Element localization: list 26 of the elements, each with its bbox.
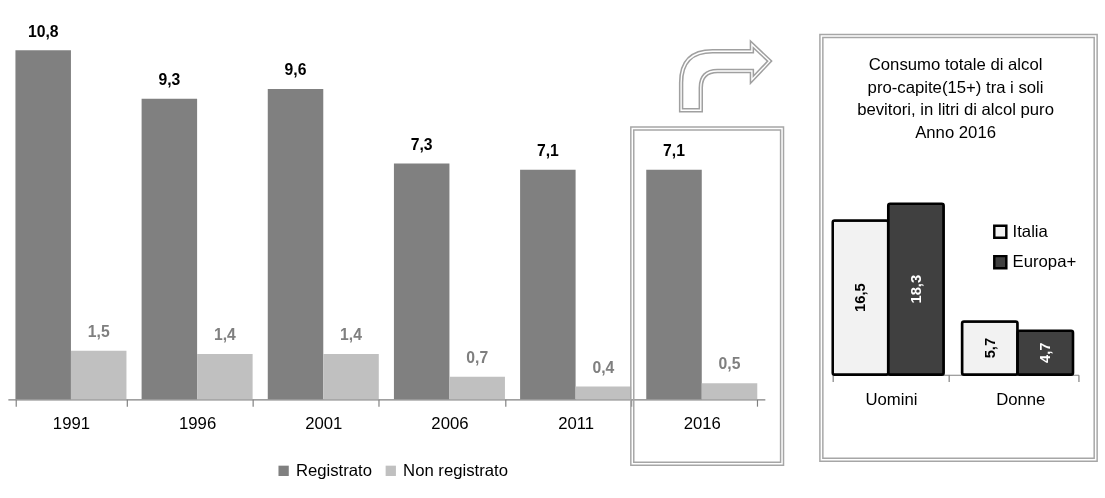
data-label: 1,5 bbox=[87, 323, 110, 341]
data-label: 18,3 bbox=[907, 274, 924, 304]
data-label: 7,1 bbox=[536, 142, 560, 160]
x-tick-label: 1996 bbox=[179, 414, 217, 434]
legend-label: Italia bbox=[1012, 221, 1049, 241]
data-label: 7,3 bbox=[410, 135, 433, 153]
legend-label: Europa+ bbox=[1012, 252, 1077, 272]
x-tick-label: 2011 bbox=[558, 414, 595, 434]
x-tick-label: Donne bbox=[996, 389, 1046, 409]
chart-title: Consumo totale di alcol pro-capite(15+) tra i soli bevitori, in litri di alcol puro Anno 2016 bbox=[857, 54, 1054, 142]
data-label: 0,7 bbox=[466, 348, 489, 366]
data-label: 5,7 bbox=[981, 337, 998, 359]
x-tick-label: Uomini bbox=[865, 389, 918, 409]
data-label: 1,4 bbox=[213, 326, 237, 344]
x-tick-label: 2001 bbox=[305, 414, 343, 434]
x-tick-label: 2006 bbox=[431, 414, 469, 434]
data-label: 0,4 bbox=[592, 358, 615, 376]
x-tick-label: 1991 bbox=[52, 414, 91, 434]
data-label: 4,7 bbox=[1037, 342, 1054, 363]
data-label: 9,6 bbox=[284, 61, 307, 79]
data-label: 16,5 bbox=[852, 283, 869, 312]
data-label: 10,8 bbox=[27, 22, 59, 40]
data-label: 1,4 bbox=[340, 326, 363, 344]
legend-label: Registrato bbox=[295, 460, 373, 480]
legend-label: Non registrato bbox=[403, 460, 508, 480]
data-label: 9,3 bbox=[158, 71, 181, 89]
